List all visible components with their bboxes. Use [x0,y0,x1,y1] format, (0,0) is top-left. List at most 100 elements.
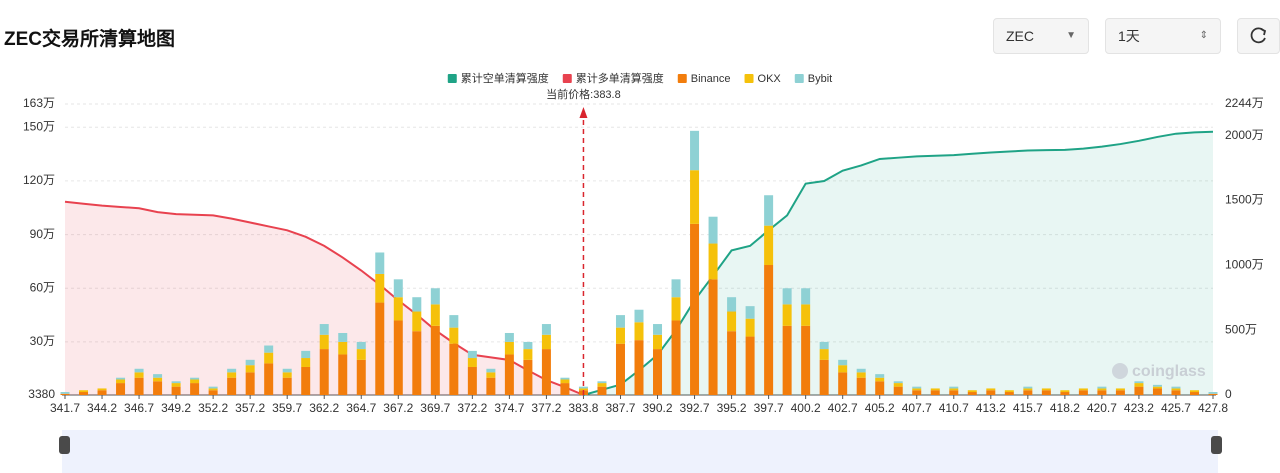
bar [430,325,440,395]
bar [319,334,329,350]
symbol-select[interactable]: ZEC ▼ [993,18,1089,54]
y-tick-label: 120万 [23,173,55,187]
legend-label: OKX [758,73,782,85]
x-tick-label: 395.2 [717,401,747,415]
bar [134,372,144,378]
bar [745,318,755,337]
bar [430,288,440,305]
bar [301,350,311,359]
bar [356,349,366,360]
interval-select[interactable]: 1天 ⇕ [1105,18,1221,54]
caret: ▼ [1066,30,1076,41]
x-tick-label: 387.7 [605,401,635,415]
bar [264,345,274,353]
bar [171,381,181,384]
bar [727,331,737,395]
legend-swatch [794,74,804,83]
bar [412,297,422,312]
bar [1208,392,1218,394]
bar [190,379,200,384]
refresh-icon [1250,27,1267,44]
bar [1134,386,1144,395]
legend-swatch [677,74,687,83]
legend-swatch [744,74,754,83]
bar [467,358,477,367]
bar [208,386,218,389]
bar [338,341,348,355]
zoom-handle [1211,436,1222,454]
bar [541,349,551,395]
bar [671,279,681,298]
bar [1097,386,1107,389]
bar [134,368,144,373]
bar [449,327,459,344]
bar [153,377,163,382]
line [64,200,584,396]
bar [486,368,496,373]
refresh-button[interactable] [1237,18,1280,54]
bar [116,379,126,384]
bar [79,390,89,393]
bar [1004,390,1014,393]
bar [893,383,903,387]
bar [1023,386,1033,389]
bar [1171,388,1181,391]
x-tick-label: 374.7 [494,401,524,415]
bar [671,320,681,395]
bar [967,390,977,393]
y-tick-label: 90万 [30,227,55,241]
y-tick-label: 60万 [30,280,55,294]
x-tick-label: 413.2 [976,401,1006,415]
bar [412,331,422,395]
price-annotation: 当前价格:383.8 [546,87,621,101]
bar [1041,388,1051,391]
x-tick-label: 383.8 [568,401,598,415]
bar [504,341,514,355]
bar [578,386,588,389]
bar [986,388,996,391]
bar [615,327,625,344]
bar [486,372,496,378]
y2-tick-label: 500万 [1225,322,1257,336]
bar [578,390,588,395]
bar [782,304,792,326]
bar [690,170,700,224]
bar [430,304,440,326]
bar [1097,388,1107,391]
y2-tick-label: 1500万 [1225,193,1264,207]
bar [893,386,903,395]
bar [1097,390,1107,395]
bar [634,322,644,341]
bar [227,368,237,373]
x-tick-label: 344.2 [87,401,117,415]
caret: ⇕ [1199,30,1208,41]
y2-tick-label: 1000万 [1225,257,1264,271]
x-tick-label: 362.2 [309,401,339,415]
legend-label: Bybit [808,73,832,85]
bar [801,304,811,326]
bar [523,341,533,350]
bar [1171,386,1181,389]
bar [153,381,163,395]
watermark: coinglass [1132,363,1206,380]
x-tick-label: 397.7 [754,401,784,415]
bar [208,388,218,391]
y-tick-label: 3380 [28,387,55,401]
x-tick-label: 407.7 [902,401,932,415]
bar [282,372,292,378]
bar [1189,392,1199,395]
bar [912,386,922,389]
bar [819,349,829,360]
zoom-slider [62,430,1218,473]
x-tick-label: 369.7 [420,401,450,415]
bar [171,386,181,395]
x-tick-label: 367.2 [383,401,413,415]
legend: 累计空单清算强度 累计多单清算强度 Binance OKX Bybit [447,71,832,85]
bar [1078,390,1088,395]
bar [745,336,755,395]
y2-tick-label: 2244万 [1225,96,1264,110]
bar [912,390,922,395]
legend-swatch [447,74,457,83]
bar [1134,381,1144,384]
